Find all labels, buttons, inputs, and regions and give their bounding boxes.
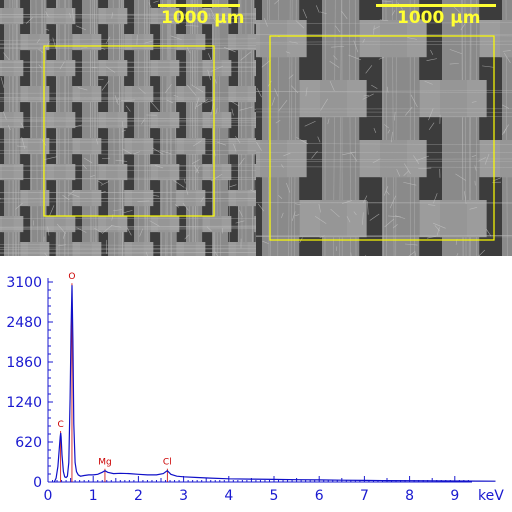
x-tick-label: 0 [44, 488, 53, 504]
region-box [269, 35, 495, 241]
region-box [43, 45, 215, 217]
scale-label-right: 1000 µm [397, 8, 481, 28]
eds-spectrum-chart: 0 1 2 3 4 5 6 7 8 9 0 620 1240 1860 2480 3100 C O Mg Cl k… [6, 272, 504, 504]
peak-label-c: C [58, 420, 64, 430]
y-tick-label: 0 [33, 475, 42, 491]
spectrum-line [53, 285, 496, 483]
scale-label-left: 1000 µm [161, 8, 245, 28]
micrograph-right: 1000 µm [256, 0, 512, 256]
y-tick-label: 2480 [6, 315, 42, 331]
chart-axes [47, 278, 472, 483]
x-tick-label: 8 [405, 488, 414, 504]
x-axis-label: keV [478, 488, 504, 504]
peak-label-o: O [68, 272, 75, 282]
spectrum-series [53, 285, 496, 483]
micrograph-left: 1000 µm [0, 0, 256, 256]
x-tick-label: 4 [224, 488, 233, 504]
x-tick-label: 7 [360, 488, 369, 504]
x-tick-label: 1 [89, 488, 98, 504]
y-tick-labels: 0 620 1240 1860 2480 3100 [6, 275, 42, 491]
y-tick-label: 1860 [6, 355, 42, 371]
x-tick-label: 2 [134, 488, 143, 504]
y-tick-label: 3100 [6, 275, 42, 291]
fabric-weave-image-right [256, 0, 512, 256]
fabric-weave-image-left [0, 0, 256, 256]
y-tick-label: 1240 [6, 395, 42, 411]
x-tick-label: 3 [179, 488, 188, 504]
peak-label-cl: Cl [163, 458, 172, 468]
scale-bar-right [376, 4, 496, 7]
x-tick-labels: 0 1 2 3 4 5 6 7 8 9 [44, 488, 460, 504]
y-tick-label: 620 [15, 435, 42, 451]
peak-label-mg: Mg [98, 458, 111, 468]
x-tick-label: 9 [450, 488, 459, 504]
x-tick-label: 6 [315, 488, 324, 504]
scale-bar-left [158, 4, 240, 7]
x-tick-label: 5 [270, 488, 279, 504]
